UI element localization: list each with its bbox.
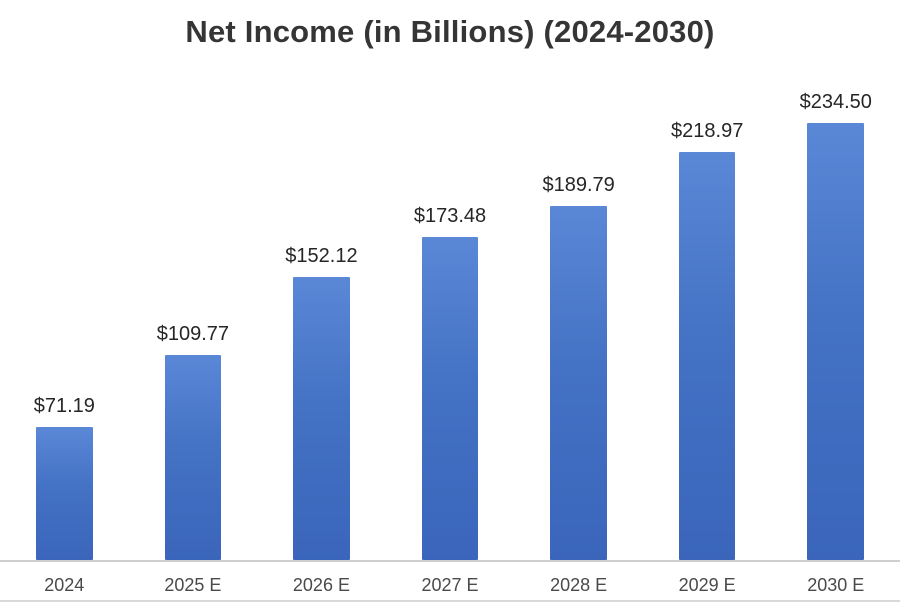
x-axis-tick-label: 2024 — [44, 574, 85, 595]
bar-value-label: $189.79 — [542, 174, 615, 196]
x-axis-tick-label: 2027 E — [421, 574, 479, 595]
x-axis-labels: 2024 2025 E 2026 E 2027 E 2028 E 2029 E 2030 E — [0, 570, 900, 602]
bar — [678, 152, 736, 560]
x-axis-tick-label: 2026 E — [292, 574, 350, 595]
bar-value-label: $109.77 — [156, 323, 230, 345]
bar-value-label: $71.19 — [33, 395, 95, 417]
x-axis-tick-label: 2028 E — [550, 574, 608, 595]
x-axis-tick-label: 2030 E — [807, 574, 865, 595]
chart-title: Net Income (in Billions) (2024-2030) — [185, 14, 715, 49]
bar-column: $109.77 — [129, 62, 258, 560]
bar-column: $173.48 — [386, 62, 515, 560]
bar — [807, 123, 865, 560]
bar-column: $234.50 — [771, 62, 900, 560]
bar — [164, 355, 222, 560]
bar-value-label: $152.12 — [285, 245, 358, 267]
plot-area: $71.19 $109.77 $152.12 $173.48 $189.79 $218.9… — [0, 62, 900, 562]
bar-value-label: $218.97 — [671, 120, 744, 142]
bar-value-label: $173.48 — [413, 205, 487, 227]
bar-column: $71.19 — [0, 62, 129, 560]
x-axis-tick-label: 2029 E — [678, 574, 736, 595]
bar-column: $218.97 — [643, 62, 772, 560]
bar — [36, 427, 93, 560]
bar — [421, 237, 479, 560]
bar — [550, 206, 607, 560]
x-axis-tick-label: 2025 E — [164, 574, 222, 595]
bar-column: $189.79 — [514, 62, 643, 560]
bar-column: $152.12 — [257, 62, 386, 560]
bar — [293, 277, 350, 560]
bar-value-label: $234.50 — [799, 91, 872, 113]
